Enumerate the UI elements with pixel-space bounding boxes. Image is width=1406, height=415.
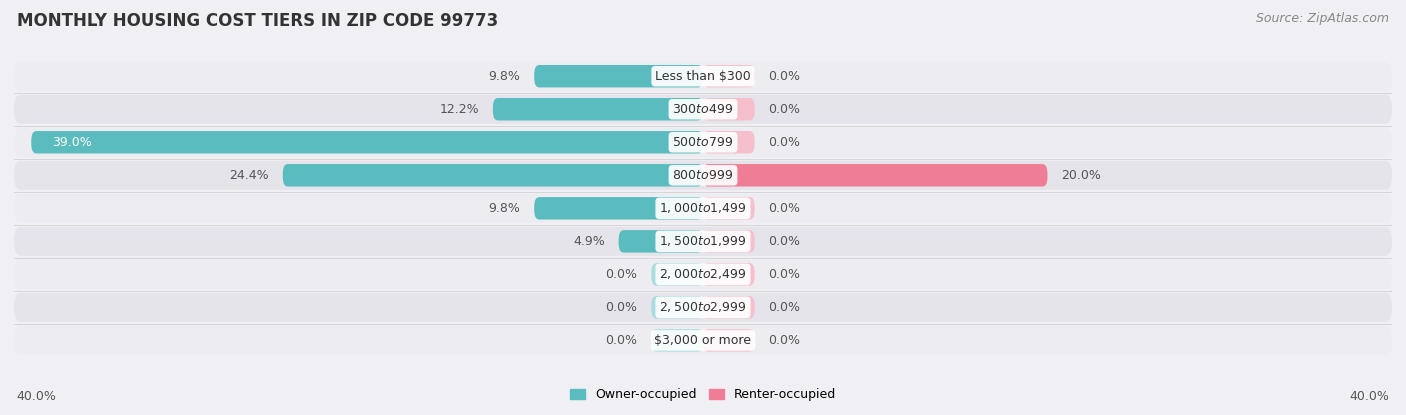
FancyBboxPatch shape	[703, 296, 755, 319]
FancyBboxPatch shape	[14, 128, 1392, 157]
FancyBboxPatch shape	[14, 95, 1392, 124]
Text: MONTHLY HOUSING COST TIERS IN ZIP CODE 99773: MONTHLY HOUSING COST TIERS IN ZIP CODE 9…	[17, 12, 498, 30]
Text: $300 to $499: $300 to $499	[672, 103, 734, 116]
FancyBboxPatch shape	[703, 329, 755, 352]
FancyBboxPatch shape	[651, 263, 703, 286]
FancyBboxPatch shape	[703, 197, 755, 220]
FancyBboxPatch shape	[703, 98, 755, 120]
Text: 40.0%: 40.0%	[1350, 390, 1389, 403]
FancyBboxPatch shape	[14, 227, 1392, 256]
Text: 24.4%: 24.4%	[229, 169, 269, 182]
Text: $500 to $799: $500 to $799	[672, 136, 734, 149]
Text: 0.0%: 0.0%	[606, 334, 637, 347]
FancyBboxPatch shape	[31, 131, 703, 154]
Text: 9.8%: 9.8%	[488, 202, 520, 215]
Text: $1,000 to $1,499: $1,000 to $1,499	[659, 201, 747, 215]
FancyBboxPatch shape	[534, 65, 703, 88]
Text: 20.0%: 20.0%	[1062, 169, 1101, 182]
Text: $2,000 to $2,499: $2,000 to $2,499	[659, 267, 747, 281]
Text: 0.0%: 0.0%	[769, 202, 800, 215]
FancyBboxPatch shape	[703, 131, 755, 154]
Text: $800 to $999: $800 to $999	[672, 169, 734, 182]
Text: 9.8%: 9.8%	[488, 70, 520, 83]
Text: 0.0%: 0.0%	[606, 301, 637, 314]
Text: $3,000 or more: $3,000 or more	[655, 334, 751, 347]
Text: 39.0%: 39.0%	[52, 136, 91, 149]
Text: Less than $300: Less than $300	[655, 70, 751, 83]
Text: 0.0%: 0.0%	[769, 70, 800, 83]
FancyBboxPatch shape	[14, 161, 1392, 190]
Text: 40.0%: 40.0%	[17, 390, 56, 403]
FancyBboxPatch shape	[14, 260, 1392, 289]
FancyBboxPatch shape	[703, 164, 1047, 186]
Legend: Owner-occupied, Renter-occupied: Owner-occupied, Renter-occupied	[565, 383, 841, 406]
FancyBboxPatch shape	[534, 197, 703, 220]
FancyBboxPatch shape	[703, 263, 755, 286]
FancyBboxPatch shape	[494, 98, 703, 120]
FancyBboxPatch shape	[283, 164, 703, 186]
Text: 0.0%: 0.0%	[769, 334, 800, 347]
Text: 0.0%: 0.0%	[769, 235, 800, 248]
FancyBboxPatch shape	[14, 194, 1392, 223]
Text: 12.2%: 12.2%	[440, 103, 479, 116]
FancyBboxPatch shape	[651, 296, 703, 319]
Text: $2,500 to $2,999: $2,500 to $2,999	[659, 300, 747, 315]
Text: 0.0%: 0.0%	[606, 268, 637, 281]
FancyBboxPatch shape	[651, 329, 703, 352]
FancyBboxPatch shape	[703, 65, 755, 88]
FancyBboxPatch shape	[703, 230, 755, 253]
Text: 0.0%: 0.0%	[769, 301, 800, 314]
FancyBboxPatch shape	[14, 326, 1392, 355]
Text: $1,500 to $1,999: $1,500 to $1,999	[659, 234, 747, 248]
FancyBboxPatch shape	[14, 293, 1392, 322]
Text: Source: ZipAtlas.com: Source: ZipAtlas.com	[1256, 12, 1389, 25]
Text: 4.9%: 4.9%	[574, 235, 605, 248]
FancyBboxPatch shape	[619, 230, 703, 253]
Text: 0.0%: 0.0%	[769, 268, 800, 281]
Text: 0.0%: 0.0%	[769, 136, 800, 149]
FancyBboxPatch shape	[14, 62, 1392, 91]
Text: 0.0%: 0.0%	[769, 103, 800, 116]
